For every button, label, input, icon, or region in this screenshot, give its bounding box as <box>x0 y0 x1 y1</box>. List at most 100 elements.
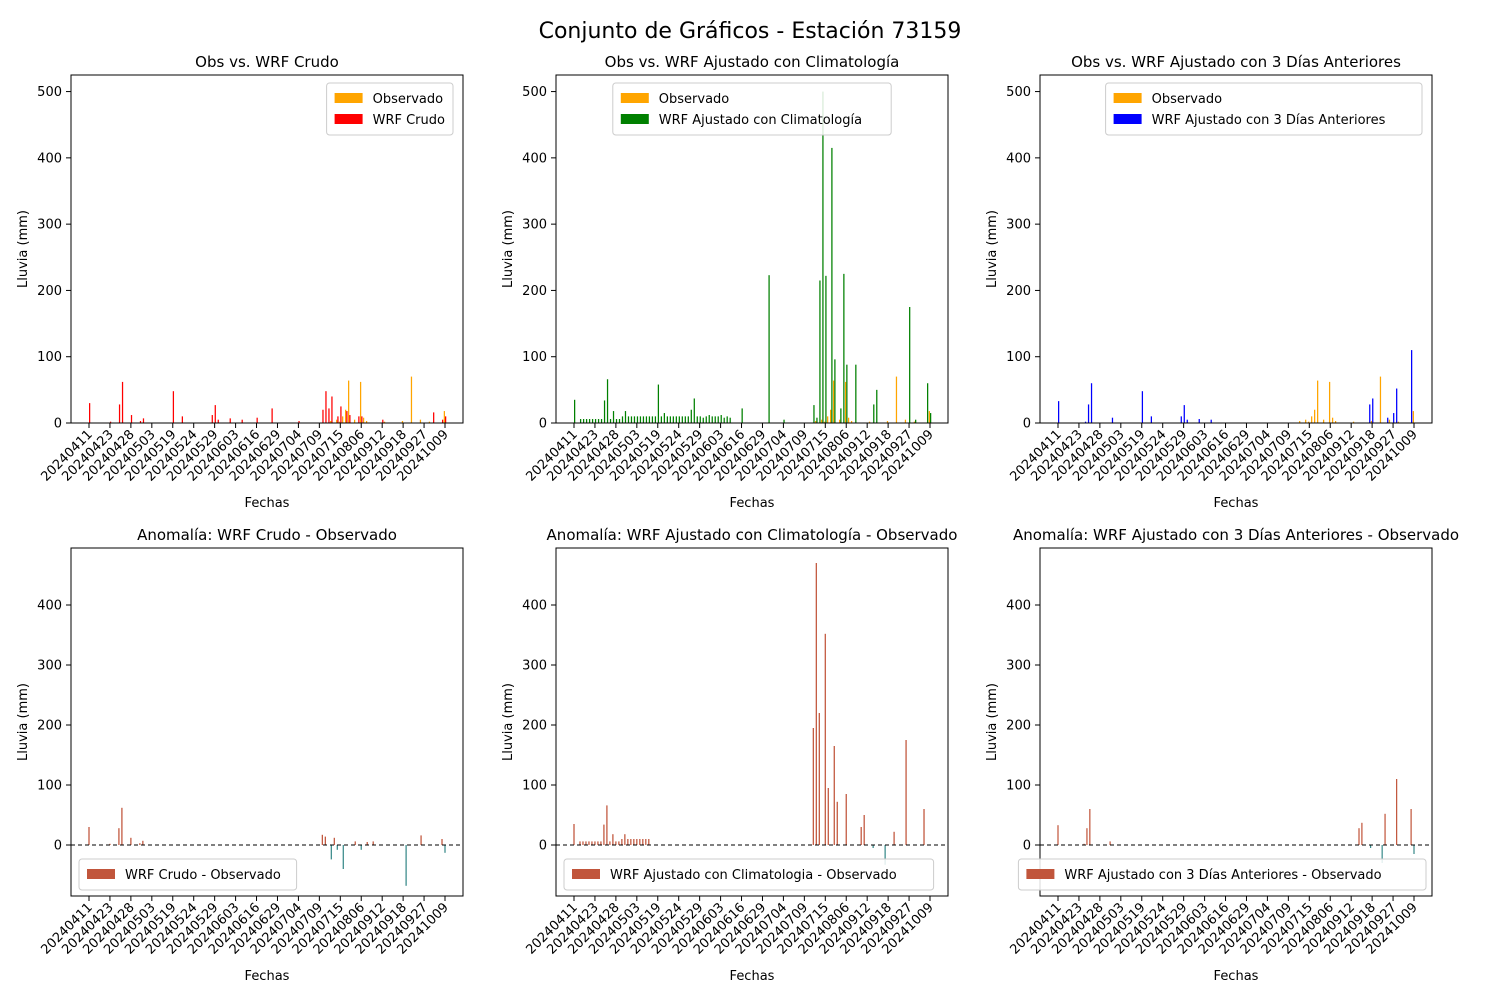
bar-wrf <box>909 307 911 423</box>
chart-panel-3: Obs vs. WRF Ajustado con 3 Días Anterior… <box>985 53 1433 511</box>
bar-wrf <box>1369 404 1371 423</box>
anomaly-bar <box>594 841 596 845</box>
anomaly-bar <box>1086 828 1088 845</box>
bar-wrf <box>591 419 594 423</box>
y-axis-label: Lluvia (mm) <box>501 210 516 288</box>
anomaly-bar <box>863 815 865 845</box>
y-axis-label: Lluvia (mm) <box>16 683 31 761</box>
bar-observado <box>913 421 916 423</box>
bar-observado <box>1379 376 1382 423</box>
y-tick-label: 100 <box>1006 779 1031 794</box>
x-axis-label: Fechas <box>245 969 290 984</box>
bar-wrf <box>669 416 671 423</box>
bar-wrf <box>825 275 827 423</box>
anomaly-bar <box>923 809 925 845</box>
bar-observado <box>844 381 847 423</box>
legend: WRF Crudo - Observado <box>78 858 298 891</box>
bar-wrf <box>1393 413 1395 423</box>
bar-observado <box>353 419 356 423</box>
y-tick-label: 0 <box>1023 839 1031 854</box>
bar-wrf <box>582 419 585 423</box>
bar-wrf <box>1396 388 1398 423</box>
bar-wrf <box>855 364 857 423</box>
anomaly-bar <box>330 845 332 860</box>
bar-wrf <box>1084 421 1087 423</box>
bar-wrf <box>340 406 342 423</box>
legend-swatch <box>572 869 600 879</box>
bar-observado <box>1352 421 1355 423</box>
x-axis-label: Fechas <box>245 496 290 511</box>
bar-observado <box>342 416 344 423</box>
anomaly-bar <box>366 842 368 845</box>
bar-wrf <box>597 419 600 423</box>
y-axis-label: Lluvia (mm) <box>16 210 31 288</box>
bar-wrf <box>612 411 615 423</box>
chart-title: Obs vs. WRF Ajustado con Climatología <box>605 53 900 71</box>
bar-observado <box>1322 419 1325 423</box>
anomaly-bar <box>824 633 826 845</box>
bar-wrf <box>217 419 219 423</box>
bar-wrf <box>846 364 848 423</box>
bar-observado <box>345 409 347 423</box>
y-tick-label: 100 <box>37 350 62 365</box>
bar-wrf <box>666 416 668 423</box>
bar-wrf <box>442 419 444 423</box>
anomaly-bar <box>588 841 590 845</box>
bar-observado <box>401 421 404 423</box>
y-tick-label: 500 <box>1006 85 1031 100</box>
anomaly-bar <box>812 728 814 845</box>
y-axis-label: Lluvia (mm) <box>985 210 1000 288</box>
anomaly-bar <box>845 794 847 845</box>
anomaly-bar <box>139 843 141 845</box>
anomaly-bar <box>836 801 838 845</box>
legend: WRF Ajustado con 3 Días Anteriores - Obs… <box>1017 858 1427 891</box>
figure-title: Conjunto de Gráficos - Estación 73159 <box>539 19 962 44</box>
bar-wrf <box>648 416 651 423</box>
y-tick-label: 200 <box>37 719 62 734</box>
bar-wrf <box>1087 404 1090 423</box>
bar-wrf <box>675 416 677 423</box>
bar-wrf <box>588 419 591 423</box>
bar-wrf <box>1150 416 1152 423</box>
legend-label: WRF Ajustado con Climatologia - Observad… <box>610 868 897 883</box>
bar-wrf <box>822 91 824 424</box>
anomaly-bar <box>109 843 111 845</box>
x-axis-label: Fechas <box>730 969 775 984</box>
bar-wrf <box>813 405 815 423</box>
plot-frame <box>1039 74 1433 424</box>
bar-wrf <box>603 400 606 423</box>
anomaly-bar <box>618 841 620 845</box>
bar-wrf <box>615 419 618 423</box>
bar-observado <box>365 421 368 423</box>
y-tick-label: 400 <box>37 151 62 166</box>
bar-wrf <box>621 416 624 423</box>
anomaly-bar <box>1384 813 1386 845</box>
y-tick-label: 200 <box>1006 719 1031 734</box>
bar-wrf <box>816 417 818 423</box>
bar-wrf <box>600 419 603 423</box>
bar-wrf <box>927 383 929 423</box>
bar-observado <box>410 376 413 423</box>
bar-wrf <box>729 417 731 423</box>
anomaly-bar <box>1413 845 1415 854</box>
bar-observado <box>833 380 835 423</box>
anomaly-bar <box>648 839 650 845</box>
bar-observado <box>815 421 817 423</box>
anomaly-bar <box>360 845 362 850</box>
bar-wrf <box>723 417 725 423</box>
legend-label: WRF Ajustado con Climatología <box>659 113 862 128</box>
anomaly-bar <box>645 839 647 845</box>
y-axis-label: Lluvia (mm) <box>501 683 516 761</box>
anomaly-bar <box>321 834 323 845</box>
legend-label: WRF Crudo <box>373 113 445 128</box>
bar-observado <box>1328 381 1331 423</box>
bar-wrf <box>585 419 588 423</box>
anomaly-bar <box>1083 843 1085 845</box>
bar-wrf <box>660 416 663 423</box>
y-tick-label: 500 <box>522 85 547 100</box>
bar-observado <box>348 380 350 423</box>
bar-wrf <box>1372 398 1374 423</box>
bar-wrf <box>654 416 657 423</box>
bar-observado <box>821 419 823 423</box>
y-tick-label: 300 <box>522 218 547 233</box>
